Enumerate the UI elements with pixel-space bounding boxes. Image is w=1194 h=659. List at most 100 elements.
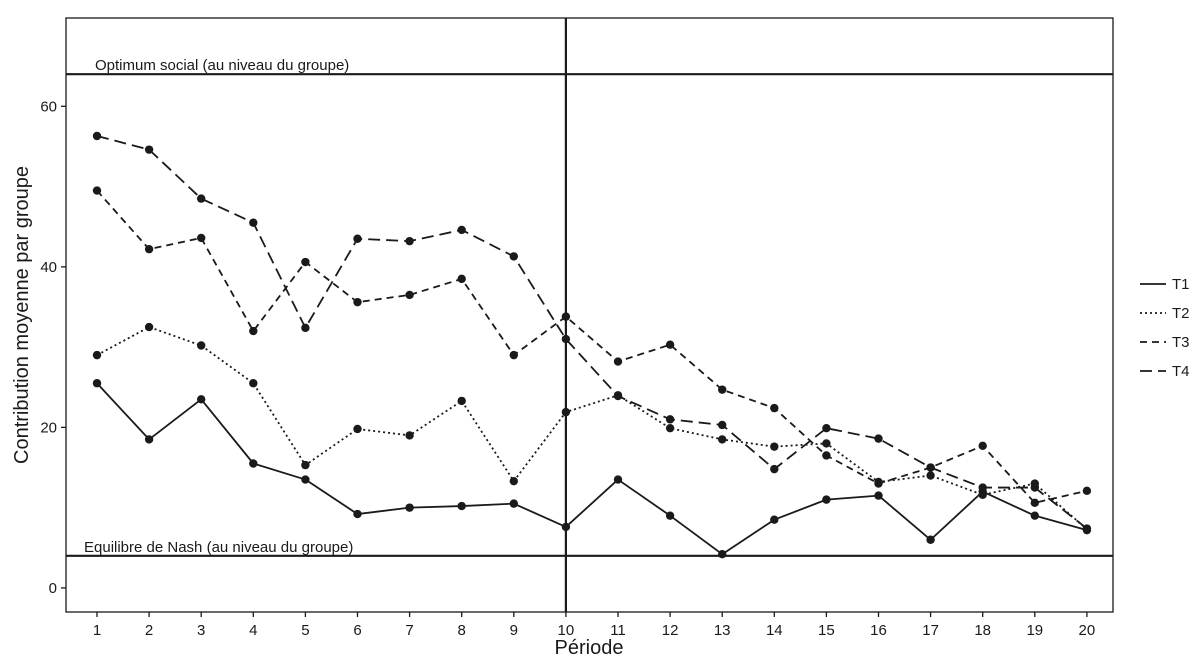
data-point-T4-2 <box>144 145 154 154</box>
data-point-T1-10 <box>561 522 571 532</box>
data-point-T2-9 <box>509 476 518 486</box>
data-point-T3-7 <box>405 290 414 300</box>
x-tick-label: 13 <box>714 622 731 639</box>
legend-label-T3: T3 <box>1172 334 1190 351</box>
x-axis-title: Période <box>555 637 624 659</box>
reference-line-label-2: Equilibre de Nash (au niveau du groupe) <box>84 539 353 556</box>
legend: T1 T2 T3 T4 <box>1140 276 1190 380</box>
data-point-T4-13 <box>718 420 727 430</box>
data-point-T1-9 <box>509 499 518 508</box>
y-tick-label: 0 <box>49 580 57 597</box>
data-point-T1-12 <box>665 511 675 520</box>
x-tick-label: 8 <box>458 622 466 639</box>
y-tick-label: 60 <box>40 98 57 115</box>
data-point-T1-3 <box>197 395 206 404</box>
y-axis-title: Contribution moyenne par groupe <box>11 166 33 464</box>
data-point-T3-19 <box>1030 498 1040 508</box>
data-point-T4-4 <box>249 218 258 227</box>
data-point-T4-3 <box>197 194 206 203</box>
data-point-T3-16 <box>874 479 883 488</box>
data-point-T1-13 <box>718 550 727 559</box>
data-point-T2-18 <box>978 490 987 500</box>
x-tick-label: 15 <box>818 622 835 639</box>
data-point-T3-2 <box>144 244 154 254</box>
data-point-T4-15 <box>822 423 831 433</box>
y-tick-label: 20 <box>40 419 57 436</box>
reference-line-label-1: Optimum social (au niveau du groupe) <box>95 57 349 74</box>
x-tick-label: 14 <box>766 622 783 639</box>
y-axis: 0 20 40 60 <box>40 98 66 597</box>
data-point-T2-8 <box>457 396 466 406</box>
data-point-T1-1 <box>92 379 102 388</box>
data-point-T4-9 <box>509 252 518 261</box>
x-tick-label: 16 <box>870 622 887 639</box>
reference-lines: Optimum social (au niveau du groupe) Equi… <box>66 57 1113 557</box>
plot-panel <box>65 17 1114 613</box>
data-point-T1-19 <box>1030 511 1040 520</box>
series-line-T4 <box>96 135 1088 530</box>
data-point-T2-14 <box>770 442 779 451</box>
x-tick-label: 1 <box>93 622 101 639</box>
data-point-T3-3 <box>197 233 206 243</box>
x-tick-label: 17 <box>922 622 939 639</box>
data-point-T1-14 <box>770 515 779 524</box>
data-point-T3-18 <box>978 441 987 451</box>
data-point-T1-16 <box>874 491 883 500</box>
data-point-T1-5 <box>301 475 310 484</box>
x-tick-label: 3 <box>197 622 205 639</box>
x-tick-label: 5 <box>301 622 309 639</box>
x-tick-label: 20 <box>1079 622 1096 639</box>
data-point-T4-6 <box>353 234 362 243</box>
data-point-T4-8 <box>457 225 466 235</box>
data-point-T2-10 <box>561 407 571 417</box>
data-point-T1-4 <box>249 459 258 468</box>
x-tick-label: 10 <box>558 622 575 639</box>
data-point-T3-10 <box>561 312 571 321</box>
series-line-T3 <box>96 189 1088 504</box>
data-point-T4-7 <box>405 236 414 246</box>
legend-label-T4: T4 <box>1172 363 1190 380</box>
x-tick-label: 7 <box>405 622 413 639</box>
data-point-T4-5 <box>301 323 310 333</box>
data-point-T3-4 <box>249 326 258 336</box>
data-point-T4-19 <box>1030 483 1040 492</box>
x-tick-label: 18 <box>974 622 991 639</box>
data-point-T2-2 <box>144 322 154 332</box>
data-point-T3-14 <box>770 403 779 413</box>
data-point-T3-5 <box>301 257 310 267</box>
data-point-T3-9 <box>509 350 518 360</box>
data-point-T3-13 <box>718 385 727 394</box>
data-point-T1-6 <box>353 509 362 519</box>
data-point-T2-13 <box>718 435 727 444</box>
data-point-T1-2 <box>144 435 154 444</box>
x-axis: 1 2 3 4 5 6 7 8 9 10 11 12 13 14 15 16 17 18 19 20 <box>93 612 1095 639</box>
data-point-T1-15 <box>822 495 831 504</box>
data-point-T4-14 <box>770 464 779 474</box>
series-group <box>92 131 1092 559</box>
x-tick-label: 19 <box>1026 622 1043 639</box>
data-point-T2-12 <box>665 423 675 433</box>
data-point-T2-15 <box>822 439 831 448</box>
data-point-T1-17 <box>926 535 935 544</box>
data-point-T4-1 <box>92 131 102 141</box>
data-point-T2-1 <box>92 350 102 360</box>
x-tick-label: 4 <box>249 622 257 639</box>
data-point-T4-16 <box>874 434 883 443</box>
data-point-T3-12 <box>665 340 675 349</box>
data-point-T2-17 <box>926 471 935 480</box>
data-point-T2-4 <box>249 379 258 388</box>
x-tick-label: 11 <box>610 622 626 639</box>
data-point-T2-5 <box>301 460 310 470</box>
legend-label-T2: T2 <box>1172 305 1190 322</box>
data-point-T4-18 <box>978 483 987 492</box>
x-tick-label: 6 <box>353 622 361 639</box>
data-point-T3-8 <box>457 274 466 284</box>
data-point-T4-11 <box>613 391 623 401</box>
data-point-T3-15 <box>822 451 831 460</box>
data-point-T3-20 <box>1082 486 1092 495</box>
data-point-T3-11 <box>613 357 623 366</box>
y-tick-label: 40 <box>40 259 57 276</box>
data-point-T4-20 <box>1082 524 1092 533</box>
data-point-T1-11 <box>613 475 623 484</box>
